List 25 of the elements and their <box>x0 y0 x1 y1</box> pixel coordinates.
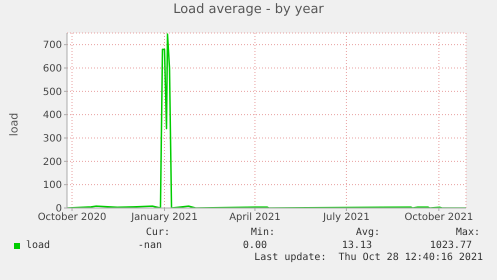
chart-title: Load average - by year <box>172 2 325 17</box>
x-tick-label: October 2021 <box>404 212 474 224</box>
text: 13.13 <box>340 240 372 251</box>
y-tick-label: 400 <box>42 110 62 122</box>
text: 0.00 <box>242 240 267 251</box>
x-tick-label: January 2021 <box>130 212 198 224</box>
y-axis-title: load <box>7 112 20 136</box>
text: Last update: Thu Oct 28 12:40:16 2021 <box>254 252 483 263</box>
x-tick-label: October 2020 <box>38 212 106 224</box>
y-tick-label: 600 <box>42 64 62 75</box>
text: Min: <box>250 227 275 238</box>
text: Max: <box>454 227 480 238</box>
text: Avg: <box>354 227 380 238</box>
text: -nan <box>136 240 162 251</box>
y-tick-label: 0 <box>56 204 62 215</box>
x-tick-label: July 2021 <box>322 212 370 224</box>
y-tick-label: 500 <box>42 86 62 98</box>
y-tick-label: 700 <box>42 40 62 52</box>
y-tick-label: 200 <box>42 156 62 168</box>
x-tick-label: April 2021 <box>229 212 281 224</box>
text: 1023.77 <box>428 240 472 251</box>
legend-label: load <box>25 240 50 251</box>
text: Cur: <box>144 227 170 238</box>
y-tick-label: 300 <box>42 134 62 145</box>
y-tick-label: 100 <box>42 180 62 192</box>
